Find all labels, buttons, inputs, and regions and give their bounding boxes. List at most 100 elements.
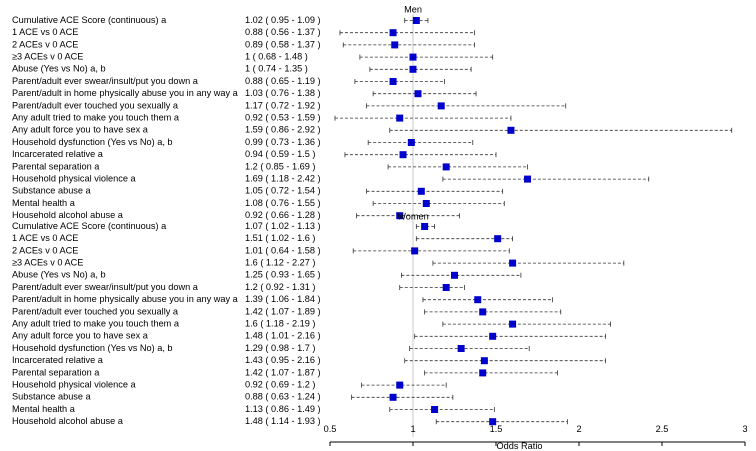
row-label: Any adult tried to make you touch them a	[12, 319, 180, 329]
forest-row: Household physical violence a 0.92 ( 0.69…	[12, 380, 447, 390]
odds-ratio-marker	[421, 223, 429, 230]
row-label: Parent/adult in home physically abuse yo…	[12, 88, 239, 98]
forest-row: ≥3 ACEs v 0 ACE 1.6 ( 1.12 - 2.27 )	[12, 258, 625, 268]
row-label: ≥3 ACEs v 0 ACE	[12, 258, 83, 268]
x-tick-label: 0.5	[324, 424, 337, 434]
forest-row: ≥3 ACEs v 0 ACE 1 ( 0.68 - 1.48 )	[12, 52, 494, 62]
row-label: Mental health a	[12, 404, 76, 414]
forest-row: Parent/adult ever touched you sexually a…	[12, 100, 567, 110]
forest-row: Any adult force you to have sex a 1.48 ( …	[12, 331, 606, 341]
forest-row: Incarcerated relative a 0.94 ( 0.59 - 1.5…	[12, 149, 497, 159]
forest-row: Parent/adult in home physically abuse yo…	[12, 294, 553, 304]
row-label: Abuse (Yes vs No) a, b	[12, 64, 106, 74]
row-ci-text: 1.6 ( 1.12 - 2.27 )	[245, 258, 315, 268]
row-label: ≥3 ACEs v 0 ACE	[12, 52, 83, 62]
row-label: 2 ACEs v 0 ACE	[12, 245, 78, 255]
odds-ratio-marker	[489, 418, 497, 426]
forest-row: 1 ACE vs 0 ACE 0.88 ( 0.56 - 1.37 )	[12, 27, 475, 37]
x-tick-label: 1	[410, 424, 415, 434]
row-ci-text: 1.01 ( 0.64 - 1.58 )	[245, 245, 321, 255]
odds-ratio-marker	[431, 406, 439, 413]
row-ci-text: 1.05 ( 0.72 - 1.54 )	[245, 186, 321, 196]
row-label: 2 ACEs v 0 ACE	[12, 39, 78, 49]
forest-row: Household dysfunction (Yes vs No) a, b 1.…	[12, 343, 530, 353]
forest-row: Household alcohol abuse a 1.48 ( 1.14 - 1…	[12, 416, 568, 426]
odds-ratio-marker	[409, 65, 417, 73]
odds-ratio-marker	[422, 200, 430, 207]
x-tick-label: 2.5	[656, 424, 669, 434]
row-ci-text: 1.07 ( 1.02 - 1.13 )	[245, 221, 321, 231]
row-label: Any adult force you to have sex a	[12, 331, 149, 341]
odds-ratio-marker	[389, 29, 397, 37]
forest-row: Abuse (Yes vs No) a, b 1 ( 0.74 - 1.35 )	[12, 64, 472, 74]
row-label: Household dysfunction (Yes vs No) a, b	[12, 343, 173, 353]
forest-row: Parent/adult ever touched you sexually a…	[12, 306, 562, 316]
odds-ratio-marker	[399, 151, 407, 159]
x-axis-title: Odds Ratio	[497, 441, 543, 451]
odds-ratio-marker	[414, 90, 422, 98]
row-label: Cumulative ACE Score (continuous) a	[12, 15, 167, 25]
forest-row: Any adult tried to make you touch them a…	[12, 319, 611, 329]
row-label: Cumulative ACE Score (continuous) a	[12, 221, 167, 231]
odds-ratio-marker	[409, 53, 417, 61]
forest-row: Abuse (Yes vs No) a, b 1.25 ( 0.93 - 1.65…	[12, 270, 522, 280]
forest-row: Parent/adult ever swear/insult/put you d…	[12, 282, 465, 292]
odds-ratio-marker	[509, 320, 517, 328]
x-axis: 0.5 1 1.5 2 2.5 3 Odds Ratio	[324, 424, 748, 451]
row-ci-text: 1.42 ( 1.07 - 1.89 )	[245, 306, 321, 316]
row-label: Household alcohol abuse a	[12, 416, 124, 426]
row-ci-text: 1.13 ( 0.86 - 1.49 )	[245, 404, 321, 414]
forest-row: Parent/adult ever swear/insult/put you d…	[12, 76, 445, 86]
row-ci-text: 0.92 ( 0.66 - 1.28 )	[245, 210, 321, 220]
forest-row: Household physical violence a 1.69 ( 1.18…	[12, 174, 650, 184]
row-ci-text: 1 ( 0.68 - 1.48 )	[245, 52, 308, 62]
odds-ratio-marker	[480, 357, 488, 365]
row-ci-text: 0.89 ( 0.58 - 1.37 )	[245, 39, 321, 49]
odds-ratio-marker	[396, 114, 404, 122]
row-ci-text: 1 ( 0.74 - 1.35 )	[245, 64, 308, 74]
row-label: 1 ACE vs 0 ACE	[12, 27, 78, 37]
row-ci-text: 1.6 ( 1.18 - 2.19 )	[245, 319, 315, 329]
row-ci-text: 0.99 ( 0.73 - 1.36 )	[245, 137, 321, 147]
forest-row: Household alcohol abuse a 0.92 ( 0.66 - 1…	[12, 210, 460, 220]
odds-ratio-marker	[479, 369, 487, 377]
odds-ratio-marker	[457, 345, 465, 352]
row-ci-text: 1.29 ( 0.98 - 1.7 )	[245, 343, 315, 353]
odds-ratio-marker	[442, 163, 450, 171]
forest-row: Substance abuse a 1.05 ( 0.72 - 1.54 )	[12, 186, 504, 196]
row-label: Substance abuse a	[12, 392, 92, 402]
row-ci-text: 1.03 ( 0.76 - 1.38 )	[245, 88, 321, 98]
row-ci-text: 0.88 ( 0.65 - 1.19 )	[245, 76, 321, 86]
odds-ratio-marker	[494, 235, 502, 243]
forest-row: Cumulative ACE Score (continuous) a 1.07 …	[12, 221, 435, 231]
odds-ratio-marker	[507, 126, 515, 134]
row-ci-text: 1.48 ( 1.01 - 2.16 )	[245, 331, 321, 341]
odds-ratio-marker	[442, 284, 450, 291]
forest-row: Substance abuse a 0.88 ( 0.63 - 1.24 )	[12, 392, 454, 402]
odds-ratio-marker	[396, 381, 404, 389]
forest-row: Parental separation a 1.42 ( 1.07 - 1.87 …	[12, 367, 558, 377]
odds-ratio-marker	[411, 247, 419, 255]
forest-row: 1 ACE vs 0 ACE 1.51 ( 1.02 - 1.6 )	[12, 233, 513, 243]
row-label: Household physical violence a	[12, 174, 136, 184]
odds-ratio-marker	[389, 78, 397, 85]
row-label: Parent/adult in home physically abuse yo…	[12, 294, 239, 304]
row-label: Parent/adult ever touched you sexually a	[12, 100, 179, 110]
row-label: Household dysfunction (Yes vs No) a, b	[12, 137, 173, 147]
odds-ratio-marker	[412, 17, 420, 24]
row-ci-text: 0.88 ( 0.56 - 1.37 )	[245, 27, 321, 37]
row-ci-text: 1.48 ( 1.14 - 1.93 )	[245, 416, 321, 426]
forest-row: Cumulative ACE Score (continuous) a 1.02 …	[12, 15, 429, 25]
row-label: Parent/adult ever swear/insult/put you d…	[12, 76, 199, 86]
row-ci-text: 1.51 ( 1.02 - 1.6 )	[245, 233, 315, 243]
forest-row: Parent/adult in home physically abuse yo…	[12, 88, 477, 98]
rows-layer: Men Cumulative ACE Score (continuous) a 1.…	[12, 4, 733, 437]
odds-ratio-marker	[396, 212, 404, 220]
group-title: Women	[397, 211, 429, 221]
x-tick-label: 3	[742, 424, 747, 434]
row-ci-text: 0.94 ( 0.59 - 1.5 )	[245, 149, 315, 159]
odds-ratio-marker	[391, 41, 399, 49]
group-men: Men Cumulative ACE Score (continuous) a 1.…	[12, 4, 733, 220]
